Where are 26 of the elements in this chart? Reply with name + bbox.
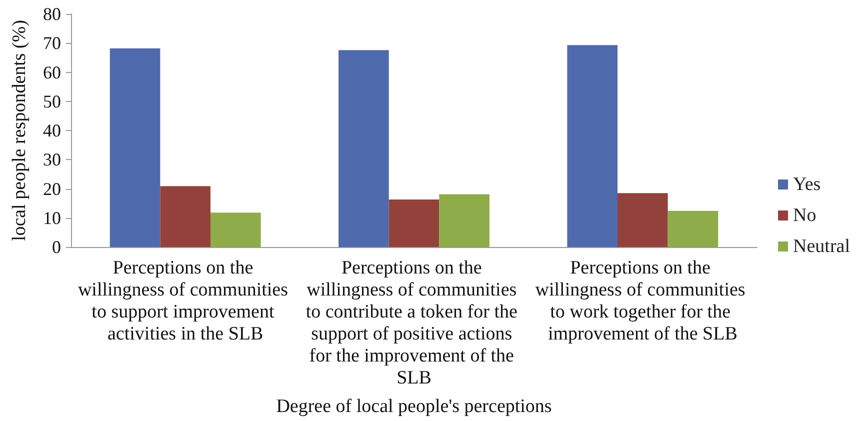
bar (110, 48, 160, 247)
y-tick-label: 40 (43, 120, 61, 140)
y-axis-title: local people respondents (%) (9, 20, 30, 242)
y-tick-label: 80 (43, 4, 61, 24)
bar (668, 210, 718, 247)
legend-label: No (793, 205, 816, 226)
bar (439, 194, 490, 247)
bar (338, 50, 389, 247)
bar (160, 186, 210, 247)
y-tick-label: 50 (43, 91, 61, 112)
x-axis-title: Degree of local people's perceptions (276, 396, 552, 417)
x-tick-label: Perceptions on the willingness of communities to work together for the improvement of the SLB (535, 258, 750, 344)
y-tick-label: 70 (43, 33, 61, 54)
x-tick-label: Perceptions on the willingness of communities to support improvement activities in the SLB (78, 258, 293, 344)
legend-label: Yes (793, 174, 821, 195)
x-tick-label: Perceptions on the willingness of communities to contribute a token for the support of positive actions for the improvement of the SLB (306, 258, 522, 388)
bar (567, 45, 618, 247)
y-tick-label: 20 (43, 178, 61, 199)
y-tick-label: 10 (43, 208, 61, 228)
y-tick-label: 0 (52, 237, 61, 257)
bar (618, 193, 668, 247)
bar (210, 212, 261, 247)
bar (388, 200, 440, 247)
legend-label: Neutral (793, 236, 850, 257)
y-tick-label: 30 (43, 150, 61, 170)
y-tick-label: 60 (43, 62, 61, 82)
